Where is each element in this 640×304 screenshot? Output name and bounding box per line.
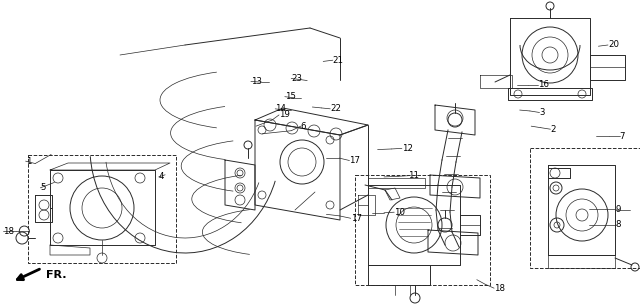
- Text: 2: 2: [550, 125, 556, 134]
- Text: 9: 9: [616, 205, 621, 214]
- Text: 13: 13: [251, 77, 262, 86]
- Bar: [530, 148, 640, 268]
- Text: 18: 18: [494, 284, 505, 293]
- Text: 19: 19: [279, 110, 290, 119]
- Text: 8: 8: [616, 220, 621, 230]
- Text: 17: 17: [349, 156, 360, 165]
- Text: 17: 17: [351, 214, 362, 223]
- Text: 21: 21: [333, 56, 344, 65]
- Bar: [28, 155, 176, 263]
- Text: 11: 11: [408, 171, 419, 180]
- Text: 15: 15: [285, 92, 296, 101]
- Text: 16: 16: [538, 80, 548, 89]
- Text: 10: 10: [394, 208, 405, 217]
- Text: 3: 3: [540, 108, 545, 117]
- Text: 22: 22: [330, 104, 341, 113]
- Text: 7: 7: [620, 132, 625, 141]
- Text: 18: 18: [3, 226, 14, 236]
- Text: 6: 6: [301, 122, 307, 131]
- Text: 20: 20: [608, 40, 619, 50]
- Bar: [355, 175, 490, 285]
- Text: 1: 1: [26, 157, 31, 166]
- Text: 23: 23: [291, 74, 302, 83]
- Text: 4: 4: [159, 172, 164, 181]
- Text: FR.: FR.: [46, 270, 67, 280]
- Text: 12: 12: [402, 144, 413, 153]
- Text: 5: 5: [40, 183, 46, 192]
- Text: 14: 14: [275, 104, 286, 113]
